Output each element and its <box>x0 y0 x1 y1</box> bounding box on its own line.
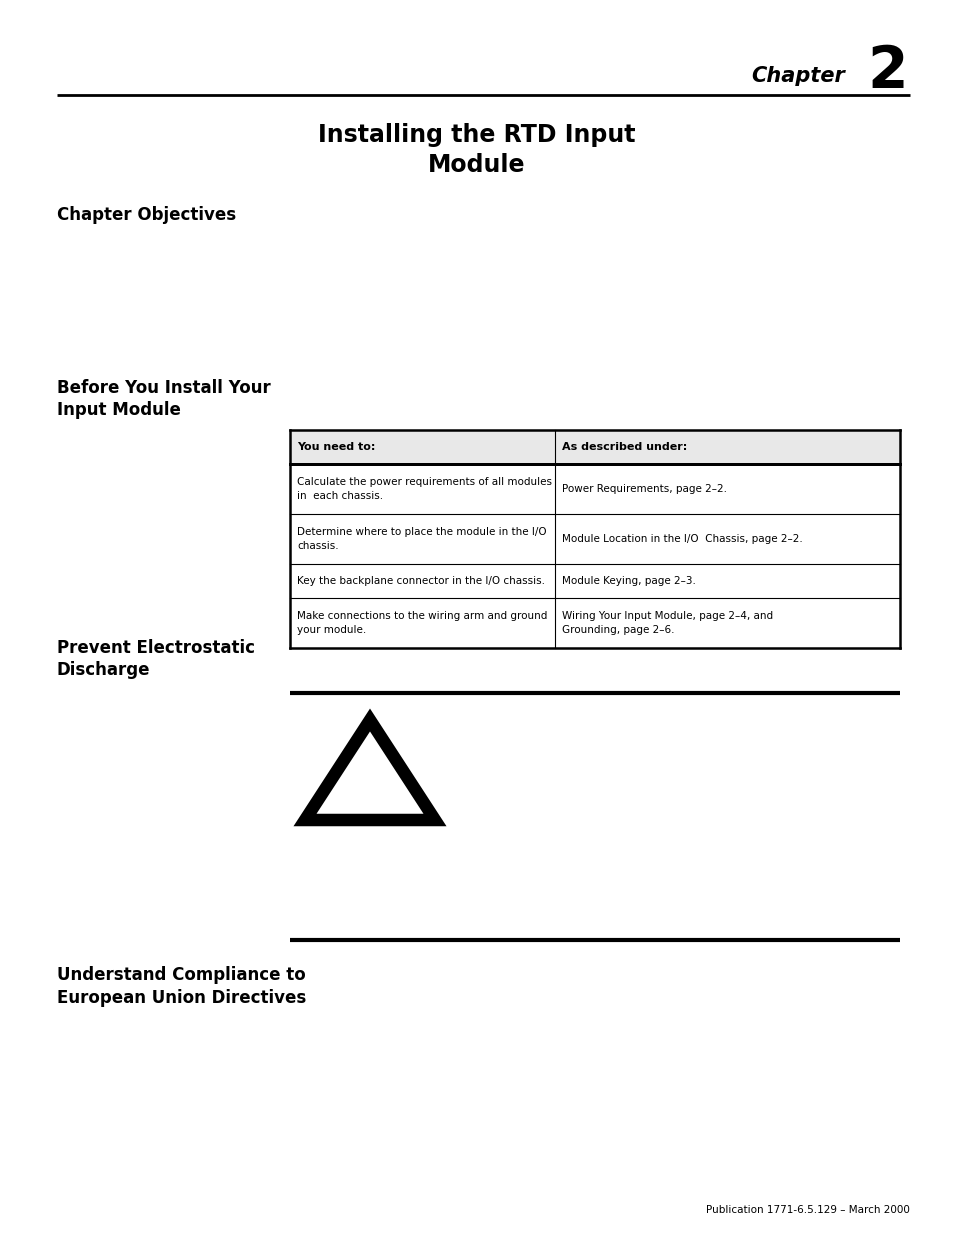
Text: Power Requirements, page 2–2.: Power Requirements, page 2–2. <box>561 484 726 494</box>
Text: Chapter: Chapter <box>750 65 844 86</box>
Text: Installing the RTD Input: Installing the RTD Input <box>318 124 635 147</box>
Text: As described under:: As described under: <box>561 442 686 452</box>
Text: Make connections to the wiring arm and ground
your module.: Make connections to the wiring arm and g… <box>296 611 547 635</box>
Bar <box>290 430 899 464</box>
Text: Determine where to place the module in the I/O
chassis.: Determine where to place the module in t… <box>296 527 546 551</box>
Text: Module Location in the I/O  Chassis, page 2–2.: Module Location in the I/O Chassis, page… <box>561 534 801 543</box>
Text: Key the backplane connector in the I/O chassis.: Key the backplane connector in the I/O c… <box>296 576 544 585</box>
Text: Discharge: Discharge <box>57 661 151 679</box>
Text: Module: Module <box>428 153 525 177</box>
Text: Before You Install Your: Before You Install Your <box>57 379 271 396</box>
Text: Publication 1771-6.5.129 – March 2000: Publication 1771-6.5.129 – March 2000 <box>705 1205 909 1215</box>
Text: Calculate the power requirements of all modules
in  each chassis.: Calculate the power requirements of all … <box>296 478 552 500</box>
Polygon shape <box>305 720 435 820</box>
Text: 2: 2 <box>866 43 907 100</box>
Text: Understand Compliance to: Understand Compliance to <box>57 966 305 984</box>
Text: Input Module: Input Module <box>57 401 181 419</box>
Text: Prevent Electrostatic: Prevent Electrostatic <box>57 638 254 657</box>
Text: Module Keying, page 2–3.: Module Keying, page 2–3. <box>561 576 695 585</box>
Text: Wiring Your Input Module, page 2–4, and
Grounding, page 2–6.: Wiring Your Input Module, page 2–4, and … <box>561 611 772 635</box>
Text: You need to:: You need to: <box>296 442 375 452</box>
Text: Chapter Objectives: Chapter Objectives <box>57 206 236 224</box>
Text: European Union Directives: European Union Directives <box>57 989 306 1007</box>
